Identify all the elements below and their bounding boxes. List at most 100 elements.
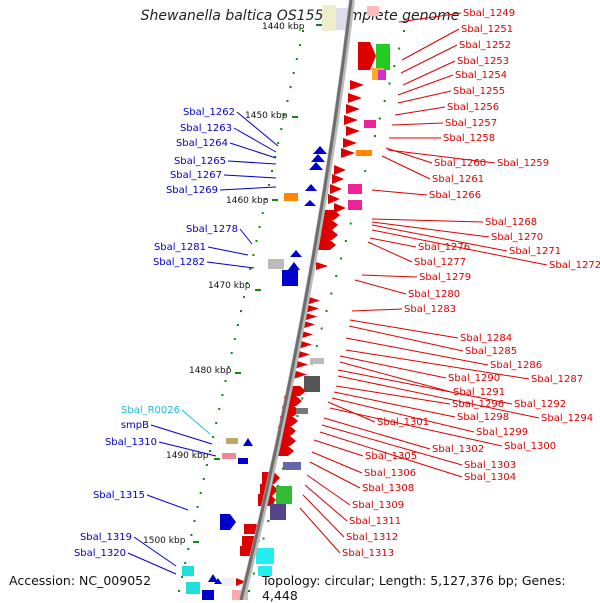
callout-line xyxy=(227,160,277,165)
gene-block xyxy=(283,462,301,470)
scale-tick-dot xyxy=(302,30,304,32)
scale-tick-dot xyxy=(272,502,275,505)
gene-label-reverse: Sbal_1319 xyxy=(80,532,132,543)
gene-label-forward: Sbal_1294 xyxy=(541,413,593,424)
callout-line xyxy=(394,106,446,116)
callout-line xyxy=(127,552,177,575)
scale-tick-dot xyxy=(315,345,318,347)
callout-line xyxy=(321,424,463,466)
scale-tick xyxy=(193,541,199,543)
callout-line xyxy=(158,441,217,457)
callout-line xyxy=(367,241,413,263)
gene-arrow xyxy=(278,436,296,446)
scale-tick-dot xyxy=(187,548,190,550)
scale-label: 1500 kbp xyxy=(143,536,186,546)
scale-tick-dot xyxy=(378,117,381,120)
callout-line xyxy=(345,349,530,380)
gene-label-forward: Sbal_1261 xyxy=(432,174,484,185)
callout-line xyxy=(313,439,364,457)
scale-tick-dot xyxy=(184,562,187,564)
gene-label-reverse: Sbal_R0026 xyxy=(121,405,180,416)
scale-tick-dot xyxy=(330,292,333,295)
gene-block xyxy=(226,438,238,444)
callout-line xyxy=(329,407,503,447)
gene-arrow xyxy=(309,162,323,170)
gene-label-forward: Sbal_1271 xyxy=(509,246,561,257)
callout-line xyxy=(345,337,489,366)
scale-tick-dot xyxy=(283,114,286,116)
gene-label-reverse: Sbal_1269 xyxy=(166,185,218,196)
scale-tick-dot xyxy=(252,254,255,256)
callout-line xyxy=(351,308,403,312)
scale-tick-dot xyxy=(364,170,367,172)
callout-line xyxy=(337,375,540,419)
callout-line xyxy=(299,507,341,554)
scale-tick-dot xyxy=(281,467,284,470)
scale-tick-dot xyxy=(295,58,298,60)
gene-arrow xyxy=(350,80,364,90)
callout-line xyxy=(236,111,279,147)
scale-tick-dot xyxy=(224,380,227,382)
scale-tick-dot xyxy=(261,212,264,214)
callout-line xyxy=(401,28,460,61)
gene-label-forward: Sbal_1300 xyxy=(504,441,556,452)
gene-block xyxy=(282,270,298,286)
gene-label-forward: Sbal_1249 xyxy=(463,8,515,19)
scale-tick-dot xyxy=(383,100,386,102)
gene-arrow xyxy=(313,146,327,154)
scale-tick-dot xyxy=(190,534,193,536)
callout-line xyxy=(181,409,211,435)
gene-label-forward: Sbal_1286 xyxy=(490,360,542,371)
scale-tick xyxy=(316,24,322,26)
gene-label-forward: Sbal_1292 xyxy=(514,399,566,410)
scale-tick-dot xyxy=(240,310,242,312)
scale-tick-dot xyxy=(349,222,352,225)
callout-line xyxy=(387,149,496,164)
gene-label-forward: Sbal_1313 xyxy=(342,548,394,559)
gene-arrow xyxy=(334,203,346,213)
callout-line xyxy=(311,451,363,474)
scale-tick-dot xyxy=(258,226,261,228)
scale-tick-dot xyxy=(230,352,233,354)
gene-label-forward: Sbal_1290 xyxy=(448,373,500,384)
scale-label: 1470 kbp xyxy=(208,281,251,291)
scale-tick-dot xyxy=(344,240,347,242)
gene-label-reverse: Sbal_1281 xyxy=(154,242,206,253)
gene-label-forward: Sbal_1256 xyxy=(447,102,499,113)
gene-label-forward: Sbal_1268 xyxy=(485,217,537,228)
scale-tick-dot xyxy=(215,422,218,424)
scale-tick-dot xyxy=(277,142,280,144)
callout-line xyxy=(219,186,277,191)
gene-arrow xyxy=(358,42,376,70)
gene-block xyxy=(296,408,308,414)
gene-label-forward: Sbal_1258 xyxy=(443,133,495,144)
gene-arrow xyxy=(322,210,340,220)
gene-label-reverse: Sbal_1263 xyxy=(180,123,232,134)
scale-tick-dot xyxy=(202,478,205,480)
gene-label-reverse: Sbal_1278 xyxy=(186,224,238,235)
scale-tick-dot xyxy=(267,184,270,186)
gene-label-forward: Sbal_1272 xyxy=(549,260,600,271)
scale-tick xyxy=(255,289,261,291)
scale-layer: 1440 kbp 1450 kbp 1460 kbp 1470 kbp 1480 kbp… xyxy=(143,22,322,546)
gene-block xyxy=(378,70,386,80)
gene-label-reverse: Sbal_1267 xyxy=(170,170,222,181)
scale-tick-dot xyxy=(236,324,239,326)
gene-label-forward: Sbal_1279 xyxy=(419,272,471,283)
gene-label-reverse: Sbal_1310 xyxy=(105,437,157,448)
gene-label-reverse: Sbal_1320 xyxy=(74,548,126,559)
gene-block xyxy=(186,582,200,594)
gene-arrow xyxy=(332,174,344,184)
gene-arrow xyxy=(320,230,338,240)
scale-tick-dot xyxy=(233,338,236,340)
gene-arrow xyxy=(316,262,328,270)
callout-line xyxy=(229,142,277,159)
gene-block xyxy=(270,504,286,520)
gene-label-reverse: Sbal_1315 xyxy=(93,490,145,501)
scale-tick-dot xyxy=(280,128,283,130)
callout-line xyxy=(354,279,407,295)
gene-label-forward: Sbal_1302 xyxy=(432,444,484,455)
scale-tick-dot xyxy=(246,282,249,284)
gene-label-forward: Sbal_1283 xyxy=(404,304,456,315)
scale-label: 1490 kbp xyxy=(166,451,209,461)
